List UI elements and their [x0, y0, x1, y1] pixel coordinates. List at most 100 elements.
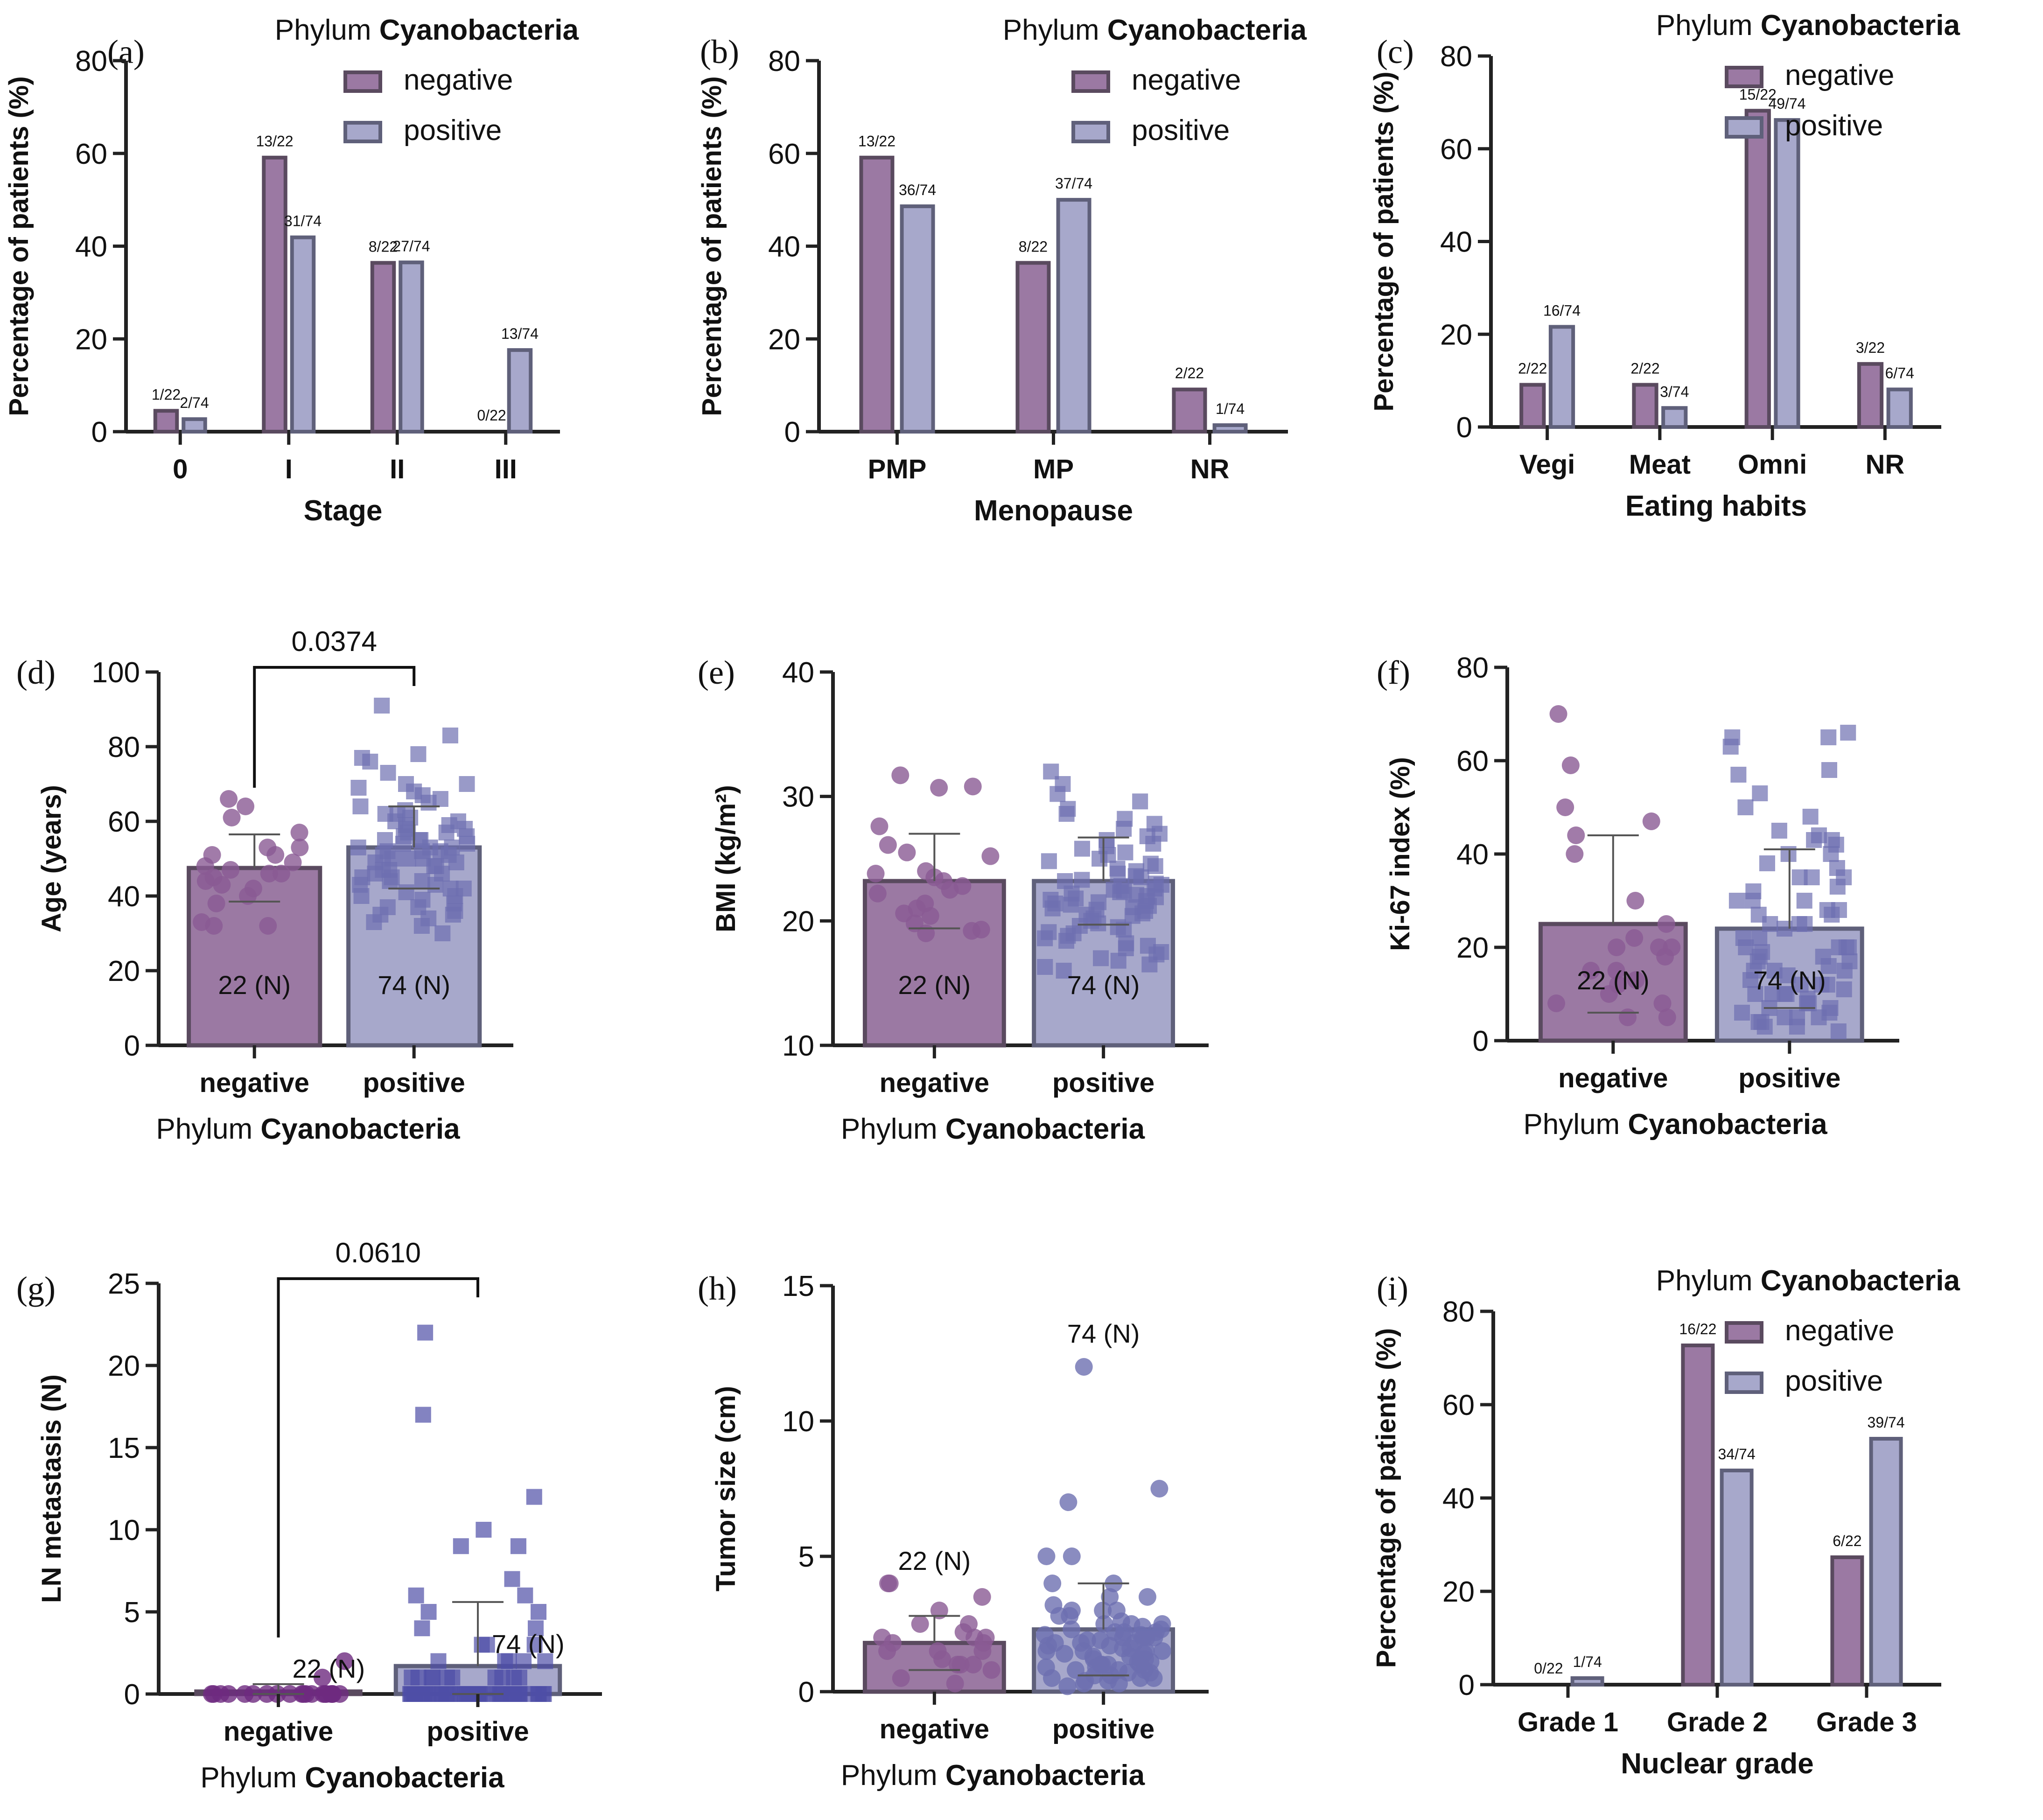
data-point — [410, 746, 427, 762]
data-point — [1840, 725, 1856, 741]
y-tick-label: 0 — [1459, 1669, 1475, 1701]
bar-data-label: 39/74 — [1868, 1414, 1905, 1431]
data-point — [260, 865, 278, 882]
y-tick-label: 20 — [108, 955, 140, 987]
data-point — [1093, 950, 1109, 966]
data-point — [416, 1686, 433, 1702]
legend-title: Phylum Cyanobacteria — [1656, 9, 1960, 42]
bar-chart-panel: (c) 0 20 40 60 80 Percentage of patients (%) Ve… — [1369, 9, 1960, 522]
bar-data-label: 3/22 — [1856, 339, 1885, 356]
data-point — [219, 1685, 238, 1703]
data-point — [1153, 1642, 1171, 1660]
legend-swatch — [1071, 121, 1110, 143]
y-tick-label: 0 — [784, 416, 800, 448]
x-tick-label: PMP — [868, 454, 927, 484]
legend-swatch — [1725, 1321, 1763, 1344]
y-tick-label: 60 — [1440, 133, 1472, 166]
bar-negative — [1681, 1344, 1715, 1687]
data-point — [1124, 908, 1140, 924]
data-point — [1112, 884, 1128, 900]
x-tick-label: 0 — [173, 454, 188, 484]
data-point — [505, 1686, 522, 1702]
data-point — [323, 1685, 342, 1703]
panel-label: (f) — [1377, 654, 1410, 691]
y-tick-label: 20 — [782, 905, 814, 938]
data-point — [1752, 785, 1768, 801]
legend-title: Phylum Cyanobacteria — [1003, 14, 1307, 46]
data-point — [1813, 977, 1830, 993]
data-point — [1547, 994, 1566, 1012]
data-point — [982, 1661, 1001, 1679]
data-point — [207, 895, 225, 912]
data-point — [353, 888, 370, 904]
y-tick-label: 60 — [75, 138, 107, 170]
data-point — [272, 865, 290, 882]
data-point — [404, 1669, 420, 1686]
y-axis-label: Tumor size (cm) — [711, 1386, 741, 1591]
data-point — [1829, 879, 1846, 895]
bar-negative — [262, 155, 287, 434]
x-axis-label-bold: Cyanobacteria — [945, 1113, 1145, 1145]
data-point — [516, 1653, 532, 1669]
data-point — [1110, 1674, 1128, 1693]
x-axis-label-bold: Cyanobacteria — [1628, 1108, 1827, 1141]
data-point — [350, 780, 367, 796]
data-point — [1074, 872, 1090, 888]
data-point — [1059, 1493, 1077, 1511]
legend-title-bold: Cyanobacteria — [1761, 1265, 1960, 1297]
x-tick-label: Omni — [1738, 449, 1807, 480]
x-tick-label: negative — [880, 1068, 989, 1098]
data-point — [1110, 952, 1126, 969]
y-tick-label: 0 — [91, 416, 107, 448]
data-point — [284, 854, 302, 871]
data-point — [362, 754, 378, 770]
y-tick-label: 60 — [108, 806, 140, 838]
data-point — [1751, 930, 1768, 946]
x-axis-label-bold: Cyanobacteria — [945, 1759, 1145, 1792]
data-point — [1117, 844, 1133, 861]
data-point — [1806, 832, 1822, 848]
legend-entry: positive — [404, 114, 502, 147]
data-point — [239, 887, 257, 905]
data-point — [879, 1575, 897, 1592]
scatter-bar-panel: (g) 0 5 10 15 20 25 LN metastasis (N) negative 22… — [16, 1237, 602, 1794]
data-point — [1150, 1480, 1168, 1498]
n-label: 22 (N) — [218, 970, 291, 1000]
data-point — [259, 917, 277, 935]
data-point — [237, 798, 255, 815]
panel-label: (i) — [1377, 1270, 1408, 1307]
bar-negative — [862, 879, 1006, 1048]
panel-label: (h) — [698, 1270, 737, 1307]
bar-positive — [1661, 406, 1688, 429]
data-point — [510, 1538, 526, 1554]
data-point — [1056, 1645, 1074, 1663]
x-axis-label-bold: Cyanobacteria — [305, 1762, 504, 1794]
data-point — [963, 922, 981, 940]
bar-positive — [1056, 198, 1091, 434]
data-point — [408, 1587, 424, 1603]
data-point — [1789, 1019, 1805, 1035]
data-point — [1759, 855, 1775, 871]
legend-title-prefix: Phylum — [1656, 9, 1761, 42]
data-point — [1656, 948, 1674, 966]
legend-swatch — [1725, 1372, 1763, 1394]
x-axis-label-prefix: Phylum — [1523, 1108, 1628, 1141]
data-point — [1811, 1009, 1827, 1025]
data-point — [1830, 1023, 1847, 1039]
scatter-bar-panel: (e) 10 20 30 40 BMI (kg/m²) negative 22 (N) posi… — [698, 654, 1209, 1145]
data-point — [1764, 986, 1780, 1002]
bar-data-label: 8/22 — [369, 238, 398, 255]
x-axis-label: Phylum Cyanobacteria — [841, 1113, 1145, 1145]
y-tick-label: 0 — [124, 1679, 140, 1711]
bar-data-label: 2/22 — [1630, 360, 1659, 377]
y-tick-label: 40 — [768, 231, 800, 263]
bar-negative — [1519, 383, 1546, 429]
data-point — [266, 846, 285, 864]
x-tick-label: III — [495, 454, 517, 484]
y-tick-label: 40 — [1456, 839, 1489, 871]
x-tick-label: positive — [1052, 1714, 1154, 1744]
significance-bracket — [277, 1277, 479, 1638]
data-point — [1742, 972, 1759, 988]
bar-negative — [1015, 261, 1051, 434]
data-point — [930, 779, 948, 797]
